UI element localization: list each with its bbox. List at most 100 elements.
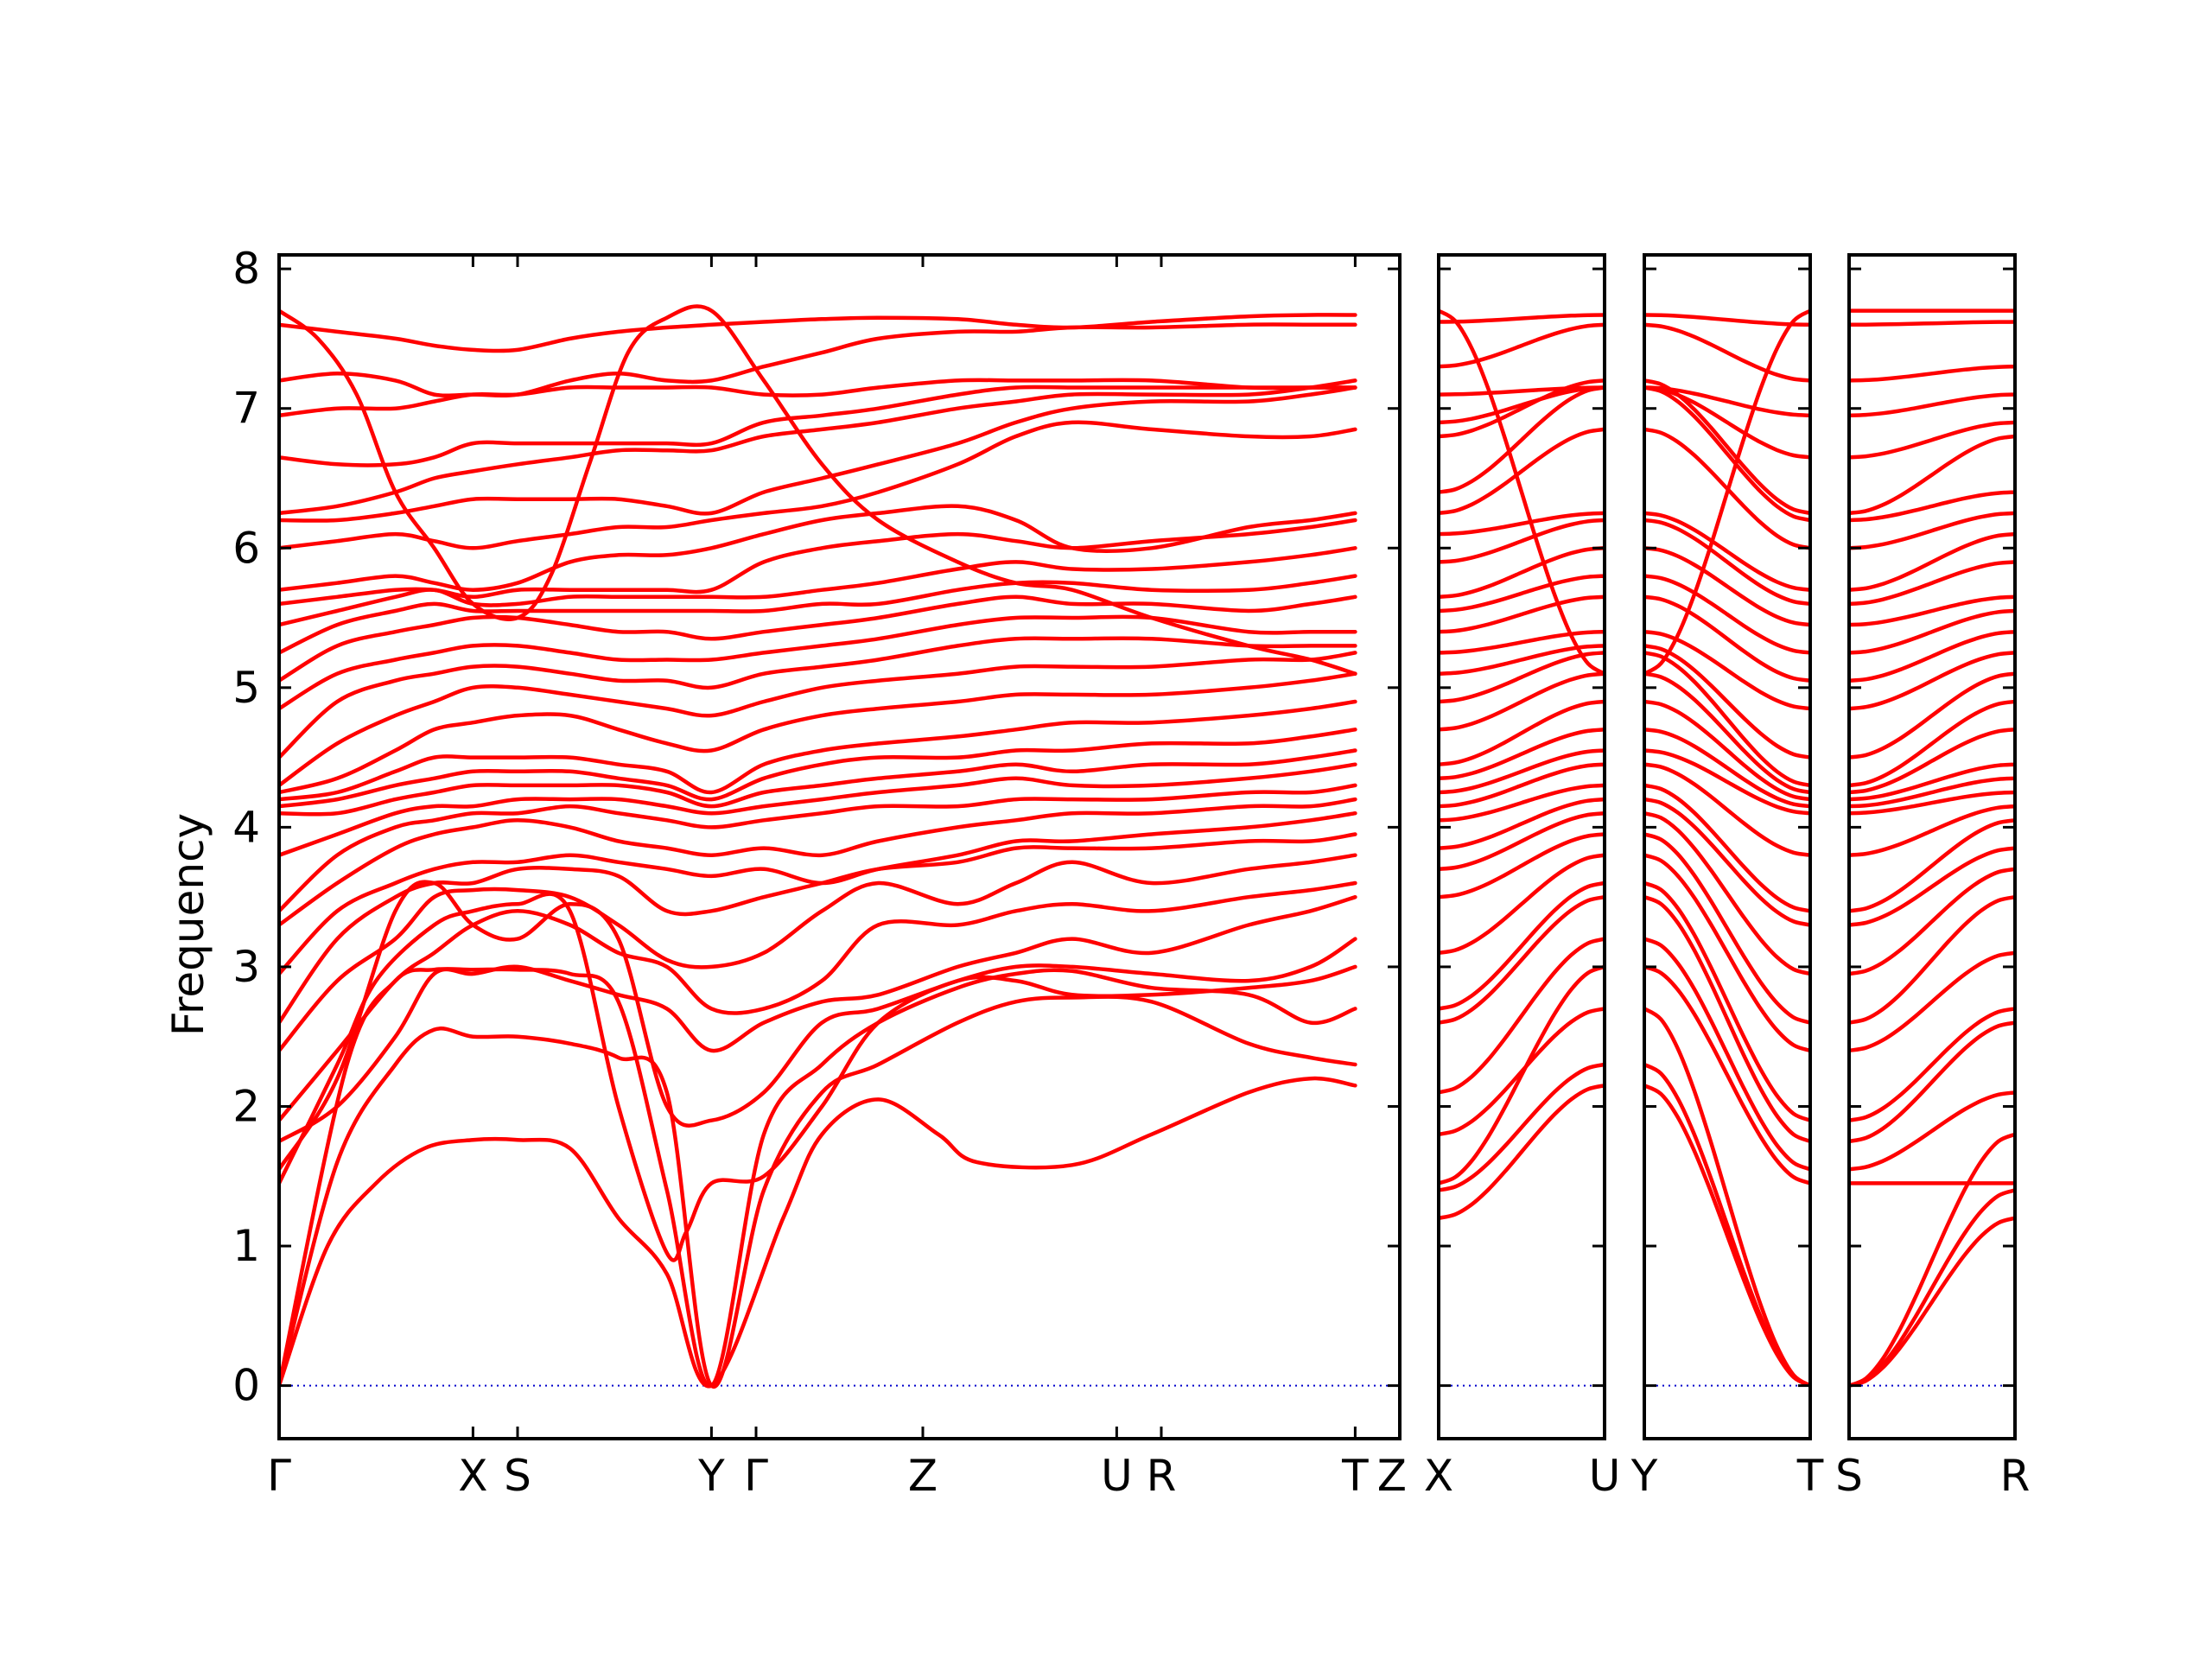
- x-tick-label: S: [1835, 1451, 1863, 1501]
- band-line-28: [279, 378, 1357, 516]
- band-line-1: [1849, 1216, 2015, 1388]
- band-line-7: [1439, 880, 1605, 1011]
- band-line-3: [279, 966, 1357, 1389]
- band-line-7: [1644, 880, 1810, 1122]
- band-line-4: [279, 892, 1357, 1262]
- band-line-22: [1439, 574, 1605, 613]
- band-line-13: [1439, 762, 1605, 809]
- y-tick-label: 0: [232, 1361, 260, 1411]
- panel-frame: [277, 253, 1402, 1440]
- x-tick-label: S: [504, 1451, 531, 1501]
- panel-frame: [1643, 253, 1812, 1440]
- y-tick-label: 3: [232, 942, 260, 992]
- band-line-19: [1849, 671, 2015, 760]
- band-line-26: [1439, 427, 1605, 516]
- band-line-31: [1849, 364, 2015, 383]
- x-tick-label: U: [1589, 1451, 1621, 1501]
- y-tick-label: 8: [232, 244, 260, 294]
- band-line-23: [1849, 594, 2015, 627]
- band-line-17: [279, 671, 1357, 795]
- band-line-29: [1644, 385, 1810, 460]
- band-line-26: [1849, 511, 2015, 550]
- x-tick-label: T: [1796, 1451, 1824, 1501]
- band-line-32: [1439, 313, 1605, 324]
- band-line-12: [1849, 818, 2015, 913]
- band-line-30: [279, 378, 1357, 418]
- bands: [279, 304, 1357, 1389]
- x-tick-label: Y: [697, 1451, 725, 1501]
- band-line-12: [1439, 783, 1605, 823]
- band-line-6: [279, 894, 1357, 1144]
- band-line-20: [1439, 629, 1605, 655]
- band-line-27: [1849, 490, 2015, 523]
- x-tick-label: R: [1147, 1451, 1177, 1501]
- band-line-23: [1644, 546, 1810, 627]
- x-tick-label: Γ: [267, 1451, 291, 1501]
- x-tick-label: Y: [1630, 1451, 1658, 1501]
- band-line-30: [1439, 385, 1605, 397]
- band-line-25: [1439, 511, 1605, 537]
- band-line-6: [1849, 1020, 2015, 1144]
- band-line-8: [1849, 950, 2015, 1053]
- panel-frame: [1847, 253, 2017, 1440]
- band-line-5: [1849, 1090, 2015, 1172]
- band-line-4: [1439, 964, 1605, 1185]
- band-line-18: [279, 651, 1357, 788]
- band-line-16: [1439, 699, 1605, 766]
- band-line-24: [1439, 518, 1605, 564]
- band-line-10: [1644, 810, 1810, 976]
- band-line-21: [1849, 629, 2015, 683]
- band-line-21: [279, 594, 1357, 683]
- band-line-13: [279, 762, 1357, 857]
- band-line-16: [1849, 762, 2015, 802]
- band-line-16: [279, 699, 1357, 802]
- band-line-11: [1644, 797, 1810, 927]
- band-line-15: [1644, 728, 1810, 809]
- band-line-32: [1644, 313, 1810, 327]
- band-line-13: [1849, 804, 2015, 857]
- band-line-24: [279, 518, 1357, 607]
- band-line-32: [279, 313, 1357, 353]
- band-line-10: [1439, 810, 1605, 872]
- band-line-17: [1439, 671, 1605, 732]
- band-line-31: [1439, 322, 1605, 369]
- x-tick-label: X: [458, 1451, 487, 1501]
- band-line-27: [1439, 385, 1605, 494]
- band-line-28: [1849, 434, 2015, 516]
- band-line-9: [1849, 894, 2015, 1025]
- band-line-14: [1849, 790, 2015, 816]
- band-line-22: [1849, 608, 2015, 655]
- band-line-20: [1849, 651, 2015, 711]
- band-line-5: [1439, 937, 1605, 1095]
- band-line-33: [279, 304, 1357, 676]
- band-line-3: [1849, 1132, 2015, 1388]
- band-line-8: [1644, 853, 1810, 1053]
- band-line-33: [1644, 308, 1810, 676]
- band-line-12: [1644, 783, 1810, 913]
- band-line-17: [1644, 671, 1810, 795]
- band-line-31: [279, 322, 1357, 397]
- band-line-21: [1439, 594, 1605, 634]
- x-tick-label: X: [1424, 1451, 1453, 1501]
- y-tick-label: 4: [232, 802, 260, 852]
- y-tick-label: 7: [232, 384, 260, 434]
- band-line-5: [1644, 937, 1810, 1172]
- band-line-11: [1439, 797, 1605, 850]
- band-line-10: [1849, 867, 2015, 976]
- band-line-9: [279, 832, 1357, 1025]
- band-line-11: [1849, 846, 2015, 927]
- band-line-25: [279, 504, 1357, 592]
- band-line-14: [1439, 748, 1605, 795]
- y-tick-label: 5: [232, 663, 260, 713]
- band-line-30: [1644, 385, 1810, 418]
- band-line-8: [1439, 853, 1605, 956]
- band-line-21: [1644, 594, 1810, 683]
- band-line-27: [279, 385, 1357, 523]
- band-line-2: [1439, 1062, 1605, 1192]
- band-line-25: [1644, 511, 1810, 592]
- band-line-2: [279, 995, 1357, 1389]
